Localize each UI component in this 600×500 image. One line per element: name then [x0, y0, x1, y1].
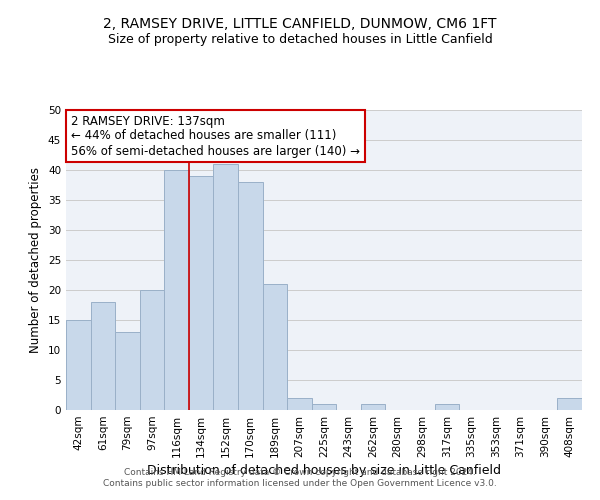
Bar — [557, 398, 582, 410]
Bar — [66, 320, 91, 410]
Bar — [287, 398, 312, 410]
Bar — [189, 176, 214, 410]
Bar — [140, 290, 164, 410]
Bar — [115, 332, 140, 410]
Bar — [312, 404, 336, 410]
Bar — [361, 404, 385, 410]
X-axis label: Distribution of detached houses by size in Little Canfield: Distribution of detached houses by size … — [147, 464, 501, 477]
Text: Size of property relative to detached houses in Little Canfield: Size of property relative to detached ho… — [107, 32, 493, 46]
Bar — [214, 164, 238, 410]
Text: 2, RAMSEY DRIVE, LITTLE CANFIELD, DUNMOW, CM6 1FT: 2, RAMSEY DRIVE, LITTLE CANFIELD, DUNMOW… — [103, 18, 497, 32]
Bar — [164, 170, 189, 410]
Bar — [263, 284, 287, 410]
Y-axis label: Number of detached properties: Number of detached properties — [29, 167, 43, 353]
Text: 2 RAMSEY DRIVE: 137sqm
← 44% of detached houses are smaller (111)
56% of semi-de: 2 RAMSEY DRIVE: 137sqm ← 44% of detached… — [71, 114, 360, 158]
Bar — [434, 404, 459, 410]
Bar — [91, 302, 115, 410]
Text: Contains HM Land Registry data © Crown copyright and database right 2024.
Contai: Contains HM Land Registry data © Crown c… — [103, 468, 497, 487]
Bar — [238, 182, 263, 410]
